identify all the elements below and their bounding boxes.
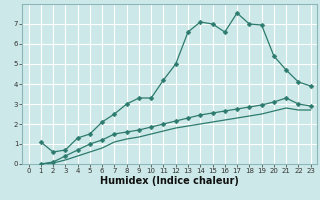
X-axis label: Humidex (Indice chaleur): Humidex (Indice chaleur)	[100, 176, 239, 186]
